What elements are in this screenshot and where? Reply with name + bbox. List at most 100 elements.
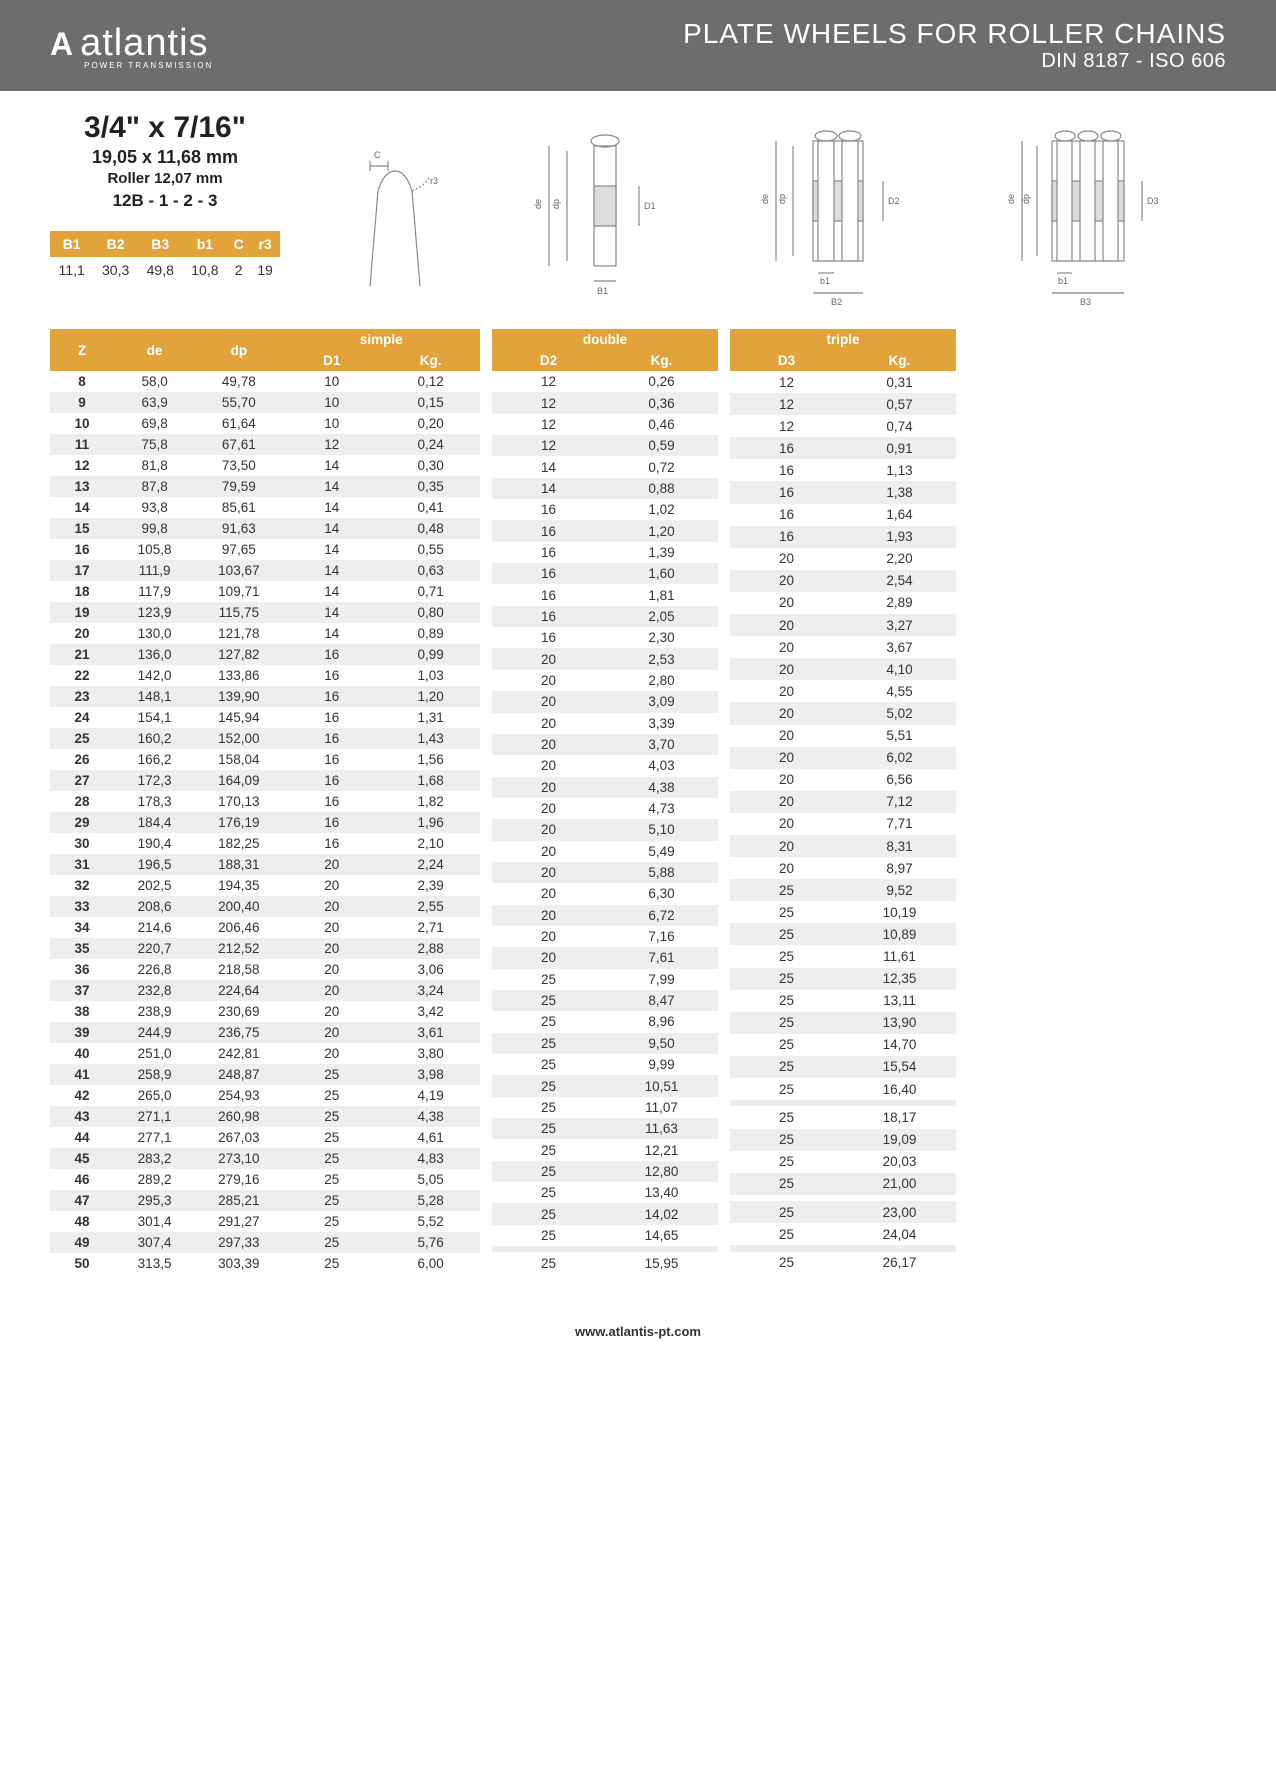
table-cell: 295,3	[114, 1190, 195, 1211]
table-cell: 25	[492, 1033, 605, 1054]
label-d1: D1	[644, 201, 656, 211]
table-cell: 79,59	[195, 476, 282, 497]
table-cell: 251,0	[114, 1043, 195, 1064]
table-cell: 14,65	[605, 1225, 718, 1246]
table-cell: 242,81	[195, 1043, 282, 1064]
table-row: 50313,5303,39256,00	[50, 1253, 480, 1274]
table-cell: 23,00	[843, 1201, 956, 1223]
table-cell: 25	[730, 990, 843, 1012]
table-cell: 19,09	[843, 1129, 956, 1151]
table-row: 205,49	[492, 841, 718, 862]
table-cell: 212,52	[195, 938, 282, 959]
table-row: 120,31	[730, 371, 956, 393]
table-cell: 14	[492, 478, 605, 499]
table-row: 140,88	[492, 478, 718, 499]
table-row: 120,46	[492, 414, 718, 435]
table-row: 2511,63	[492, 1118, 718, 1139]
table-cell: 176,19	[195, 812, 282, 833]
spec-roller: Roller 12,07 mm	[50, 170, 280, 187]
table-cell: 123,9	[114, 602, 195, 623]
triple-header: triple	[730, 329, 956, 350]
table-cell: 158,04	[195, 749, 282, 770]
table-cell: 6,30	[605, 883, 718, 904]
table-cell: 232,8	[114, 980, 195, 1001]
table-cell: 127,82	[195, 644, 282, 665]
table-row: 963,955,70100,15	[50, 392, 480, 413]
table-cell: 16,40	[843, 1078, 956, 1100]
table-cell: 313,5	[114, 1253, 195, 1274]
table-cell: 226,8	[114, 959, 195, 980]
table-row: 34214,6206,46202,71	[50, 917, 480, 938]
table-cell: 21,00	[843, 1173, 956, 1195]
table-cell: 277,1	[114, 1127, 195, 1148]
table-cell: 7,61	[605, 947, 718, 968]
table-cell: 188,31	[195, 854, 282, 875]
table-cell: 16	[282, 665, 381, 686]
table-cell: 20,03	[843, 1151, 956, 1173]
table-cell: 14,02	[605, 1203, 718, 1224]
table-cell: 6,00	[381, 1253, 480, 1274]
table-cell: 33	[50, 896, 114, 917]
table-cell: 184,4	[114, 812, 195, 833]
table-cell: 1,68	[381, 770, 480, 791]
table-cell: 20	[282, 917, 381, 938]
table-cell: 20	[492, 841, 605, 862]
table-row: 1387,879,59140,35	[50, 476, 480, 497]
table-cell: 133,86	[195, 665, 282, 686]
table-cell: 12,35	[843, 968, 956, 990]
table-cell: 9,50	[605, 1033, 718, 1054]
table-cell: 20	[730, 570, 843, 592]
table-cell: 5,28	[381, 1190, 480, 1211]
footer-url: www.atlantis-pt.com	[0, 1304, 1276, 1369]
table-cell: 7,71	[843, 813, 956, 835]
label-d3: D3	[1147, 196, 1159, 206]
table-cell: 20	[282, 896, 381, 917]
table-row: 161,93	[730, 526, 956, 548]
table-cell: 0,46	[605, 414, 718, 435]
table-cell: 0,26	[605, 371, 718, 392]
table-row: 18117,9109,71140,71	[50, 581, 480, 602]
table-cell: 194,35	[195, 875, 282, 896]
table-cell: 0,71	[381, 581, 480, 602]
table-row: 120,36	[492, 392, 718, 413]
tooth-profile-diagram-icon: C r3	[330, 136, 460, 296]
table-row: 25160,2152,00161,43	[50, 728, 480, 749]
table-cell: 21	[50, 644, 114, 665]
table-cell: 7,12	[843, 791, 956, 813]
table-cell: 202,5	[114, 875, 195, 896]
mini-value-cell: 49,8	[138, 257, 183, 283]
table-row: 1069,861,64100,20	[50, 413, 480, 434]
simple-kg-header: Kg.	[381, 350, 480, 371]
table-left-block: Z de dp simple D1 Kg. 858,049,78100,1296…	[50, 329, 480, 1274]
label-dp: dp	[551, 199, 561, 209]
table-row: 31196,5188,31202,24	[50, 854, 480, 875]
table-cell: 3,27	[843, 614, 956, 636]
table-cell: 10,89	[843, 923, 956, 945]
table-row: 204,10	[730, 658, 956, 680]
table-row: 2523,00	[730, 1201, 956, 1223]
table-cell: 20	[730, 548, 843, 570]
table-cell: 303,39	[195, 1253, 282, 1274]
table-cell: 20	[730, 813, 843, 835]
table-cell: 5,05	[381, 1169, 480, 1190]
table-cell: 48	[50, 1211, 114, 1232]
table-cell: 3,06	[381, 959, 480, 980]
table-cell: 16	[492, 584, 605, 605]
table-cell: 5,10	[605, 819, 718, 840]
table-cell: 16	[282, 749, 381, 770]
table-cell: 4,61	[381, 1127, 480, 1148]
table-cell: 16	[492, 563, 605, 584]
table-cell: 16	[282, 770, 381, 791]
table-cell: 1,38	[843, 481, 956, 503]
table-cell: 16	[730, 459, 843, 481]
table-row: 32202,5194,35202,39	[50, 875, 480, 896]
table-cell: 9,99	[605, 1054, 718, 1075]
table-row: 202,80	[492, 670, 718, 691]
table-cell: 97,65	[195, 539, 282, 560]
table-cell: 25	[282, 1190, 381, 1211]
table-cell: 30	[50, 833, 114, 854]
table-row: 46289,2279,16255,05	[50, 1169, 480, 1190]
table-row: 22142,0133,86161,03	[50, 665, 480, 686]
table-cell: 25	[730, 923, 843, 945]
table-row: 28178,3170,13161,82	[50, 791, 480, 812]
